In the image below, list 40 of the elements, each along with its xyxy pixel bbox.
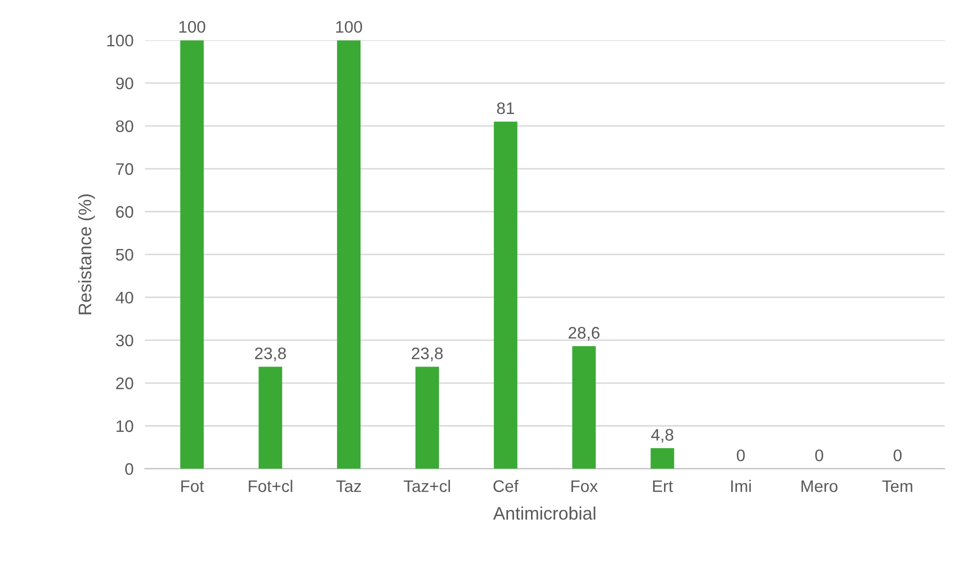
data-label: 4,8 xyxy=(651,428,674,443)
data-label: 0 xyxy=(736,449,745,462)
bar xyxy=(337,40,361,469)
data-label: 0 xyxy=(894,449,902,462)
bar xyxy=(258,366,282,469)
y-tick-label: 50 xyxy=(116,248,134,261)
y-axis-title: Resistance (%) xyxy=(78,194,95,314)
data-label: 100 xyxy=(336,20,362,33)
data-label: 28,6 xyxy=(568,326,600,341)
bar xyxy=(650,448,674,469)
bar xyxy=(494,122,518,469)
y-tick-label: 70 xyxy=(116,163,134,175)
data-label: 81 xyxy=(497,102,514,114)
bar xyxy=(572,346,596,469)
bar xyxy=(415,366,439,469)
x-tick-label: Fot+cl xyxy=(248,480,292,492)
y-tick-label: 30 xyxy=(116,334,134,346)
x-tick-label: Mero xyxy=(802,480,838,492)
data-label: 0 xyxy=(815,449,824,462)
data-label: 23,8 xyxy=(412,347,443,362)
x-tick-label: Fox xyxy=(571,480,598,492)
x-axis-title: Antimicrobial xyxy=(493,506,596,520)
y-tick-label: 100 xyxy=(107,34,134,46)
x-tick-label: Ert xyxy=(653,480,673,492)
x-tick-label: Cef xyxy=(493,480,519,492)
data-label: 100 xyxy=(179,20,206,33)
y-tick-label: 80 xyxy=(116,120,134,132)
x-tick-label: Tem xyxy=(882,480,912,492)
y-tick-label: 20 xyxy=(116,377,134,390)
y-tick-label: 60 xyxy=(116,206,134,218)
y-tick-label: 90 xyxy=(116,77,134,90)
x-tick-label: Fot xyxy=(181,480,204,492)
y-tick-label: 10 xyxy=(116,420,134,432)
data-label: 23,8 xyxy=(255,347,286,362)
x-tick-label: Imi xyxy=(731,480,751,492)
y-tick-label: 40 xyxy=(116,292,134,304)
bar xyxy=(180,40,204,469)
x-tick-label: Taz xyxy=(336,480,361,492)
y-tick-label: 0 xyxy=(125,463,134,475)
x-tick-label: Taz+cl xyxy=(404,480,450,492)
